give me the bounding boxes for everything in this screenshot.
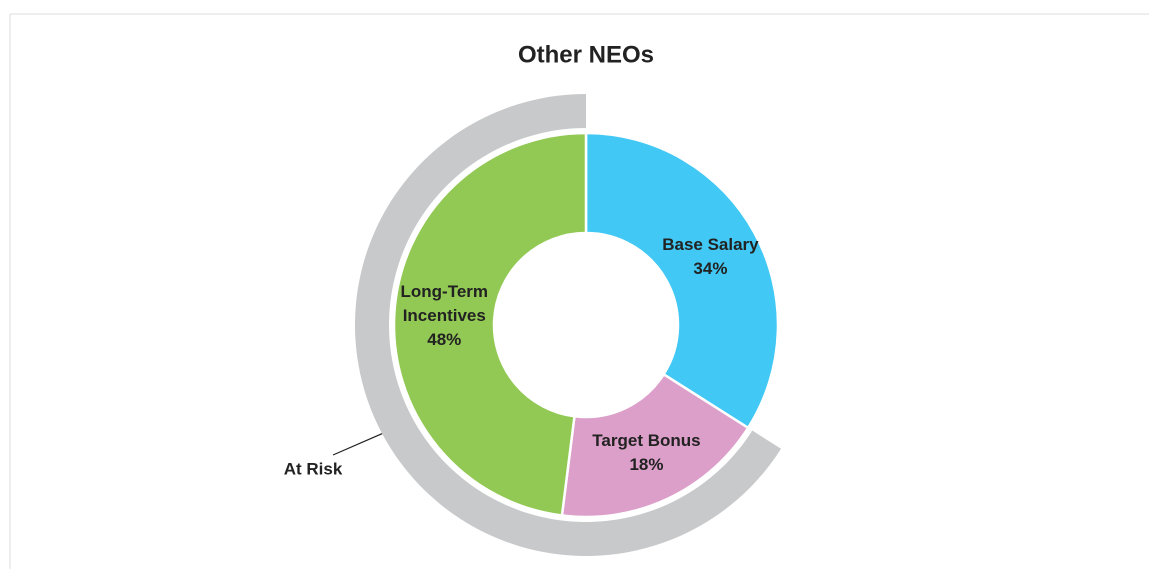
category-label: Target Bonus: [592, 431, 701, 451]
value-label: 34%: [693, 258, 728, 278]
category-label: Base Salary: [662, 234, 759, 254]
donut-segment: [560, 372, 750, 519]
donut-segment: [584, 131, 780, 430]
segment-label: Base Salary 34%: [645, 233, 775, 281]
value-label: 18%: [629, 455, 664, 475]
segment-label: Long-Term Incentives 48%: [379, 280, 509, 352]
value-label: 48%: [427, 330, 462, 350]
segment-label: Target Bonus 18%: [581, 429, 711, 477]
ring-label: At Risk: [284, 459, 343, 478]
donut-segment: [392, 131, 588, 517]
chart-title: Other NEOs: [518, 41, 654, 68]
category-label: Long-Term Incentives: [400, 282, 489, 326]
